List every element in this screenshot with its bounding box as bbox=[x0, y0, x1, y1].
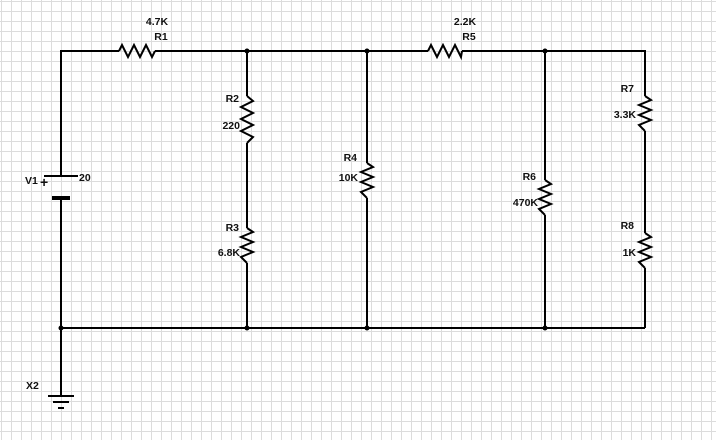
resistors bbox=[118, 42, 654, 269]
ground-name-label: X2 bbox=[26, 380, 39, 392]
r5-name-label: R5 bbox=[462, 31, 476, 43]
r7-name-label: R7 bbox=[621, 83, 635, 95]
wires bbox=[60, 50, 646, 396]
junction-dot bbox=[364, 48, 370, 54]
r1-value-label: 4.7K bbox=[146, 16, 169, 28]
resistor-r3 bbox=[238, 227, 256, 264]
resistor-r2 bbox=[238, 95, 256, 144]
r6-value-label: 470K bbox=[513, 197, 539, 209]
junction-dot bbox=[244, 48, 250, 54]
v1-name-label: V1 bbox=[25, 175, 38, 187]
junction-dot bbox=[58, 325, 64, 331]
ground-icon bbox=[48, 395, 74, 409]
r4-name-label: R4 bbox=[344, 152, 358, 164]
r2-name-label: R2 bbox=[226, 93, 240, 105]
r5-value-label: 2.2K bbox=[454, 16, 477, 28]
junctions bbox=[58, 48, 548, 331]
v1-plus-sign: + bbox=[40, 174, 48, 190]
r6-name-label: R6 bbox=[523, 171, 537, 183]
junction-dot bbox=[542, 325, 548, 331]
resistor-r8 bbox=[636, 232, 654, 269]
labels: 4.7K R1 2.2K R5 R2 220 R3 6.8K R4 10K R6… bbox=[25, 16, 636, 392]
battery-icon bbox=[44, 175, 78, 200]
r4-value-label: 10K bbox=[339, 172, 359, 184]
v1-value-label: 20 bbox=[79, 172, 91, 184]
r8-name-label: R8 bbox=[621, 220, 635, 232]
wire-top-left bbox=[60, 50, 119, 176]
r3-value-label: 6.8K bbox=[218, 247, 241, 259]
resistor-r5 bbox=[427, 42, 463, 61]
resistor-r6 bbox=[536, 179, 554, 216]
r8-value-label: 1K bbox=[623, 247, 637, 259]
r3-name-label: R3 bbox=[226, 222, 240, 234]
junction-dot bbox=[364, 325, 370, 331]
r7-value-label: 3.3K bbox=[614, 109, 637, 121]
resistor-r7 bbox=[636, 95, 654, 132]
resistor-r4 bbox=[358, 162, 376, 199]
r1-name-label: R1 bbox=[154, 31, 168, 43]
wire-top-right bbox=[462, 50, 646, 96]
resistor-r1 bbox=[118, 42, 156, 60]
junction-dot bbox=[542, 48, 548, 54]
junction-dot bbox=[244, 325, 250, 331]
r2-value-label: 220 bbox=[222, 120, 240, 132]
